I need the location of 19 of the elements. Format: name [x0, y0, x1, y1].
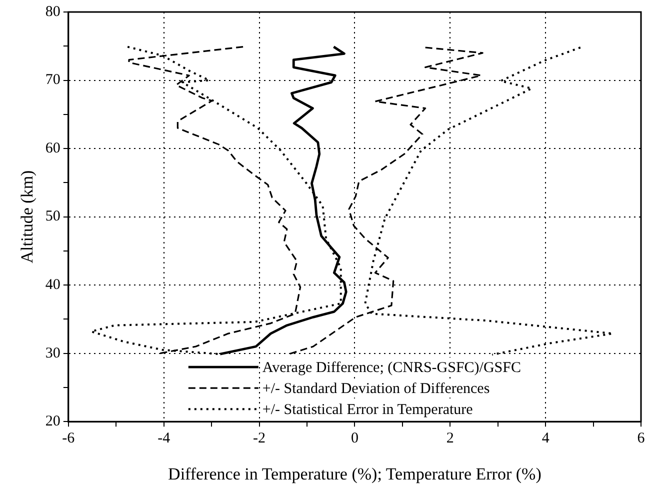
- x-tick-label: -2: [253, 430, 266, 447]
- legend-label: +/- Statistical Error in Temperature: [262, 402, 474, 418]
- y-tick-label: 20: [45, 414, 60, 430]
- x-tick-label: 0: [350, 430, 358, 447]
- y-tick-label: 40: [45, 277, 60, 294]
- y-tick-label: 80: [45, 4, 60, 20]
- x-tick-label: -4: [158, 430, 171, 447]
- legend-label: +/- Standard Deviation of Differences: [262, 381, 490, 398]
- y-tick-label: 50: [45, 208, 60, 225]
- x-tick-label: 6: [637, 430, 646, 447]
- x-tick-label: -6: [62, 430, 76, 447]
- x-axis-title: Difference in Temperature (%); Temperature Error (%): [168, 464, 542, 484]
- x-tick-label: 2: [446, 430, 454, 447]
- y-tick-label: 60: [45, 140, 60, 156]
- y-tick-label: 70: [45, 72, 60, 88]
- x-tick-label: 4: [542, 430, 550, 447]
- y-tick-label: 30: [45, 345, 60, 362]
- legend-label: Average Difference; (CNRS-GSFC)/GSFC: [262, 360, 522, 376]
- y-axis-title: Altitude (km): [18, 170, 37, 264]
